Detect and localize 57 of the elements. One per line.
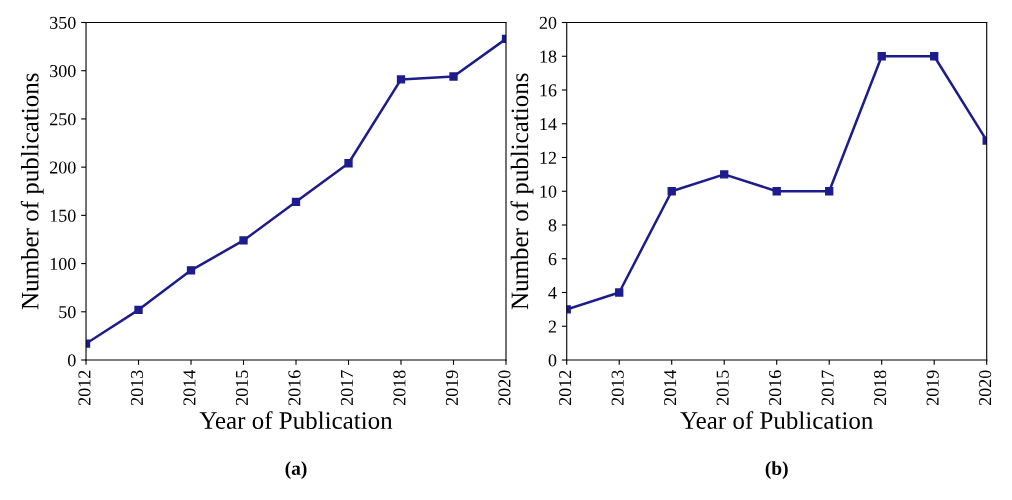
- y-tick-label: 18: [540, 50, 557, 63]
- x-tick-label: 2018: [874, 370, 887, 406]
- y-tick-label: 10: [540, 185, 557, 198]
- y-tick-label: 6: [548, 253, 557, 266]
- point: [720, 170, 729, 179]
- y-tick-label: 12: [540, 151, 556, 164]
- point: [344, 159, 353, 168]
- y-tick-label: 350: [50, 16, 76, 29]
- x-tick-label: 2015: [235, 370, 249, 406]
- point: [877, 52, 886, 61]
- point: [930, 52, 939, 61]
- y-tick-label: 250: [50, 113, 76, 126]
- point: [825, 187, 834, 196]
- x-tick-label: 2013: [611, 370, 624, 406]
- y-tick-label: 150: [50, 209, 76, 222]
- x-tick-label: 2017: [821, 370, 834, 406]
- x-tick-label: 2020: [498, 370, 511, 406]
- point: [134, 305, 143, 315]
- y-tick-label: 2: [548, 320, 556, 333]
- point: [667, 187, 676, 196]
- y-tick-label: 0: [548, 354, 557, 367]
- point: [772, 187, 781, 196]
- x-tick-label: 2019: [445, 370, 459, 406]
- point: [396, 75, 406, 84]
- y-tick-label: 100: [50, 257, 76, 271]
- x-tick-label: 2015: [716, 370, 729, 406]
- y-tick-label: 14: [540, 118, 557, 131]
- y-axis-title: Number of publications: [20, 73, 44, 310]
- x-tick-label: 2014: [183, 370, 196, 406]
- y-tick-label: 20: [539, 16, 557, 29]
- x-tick-label: 2019: [926, 370, 939, 406]
- x-tick-label: 2018: [393, 370, 406, 406]
- y-tick-label: 300: [50, 64, 76, 78]
- x-tick-label: 2016: [288, 370, 301, 406]
- y-tick-label: 4: [548, 286, 557, 299]
- x-axis-title: Year of Publication: [199, 411, 393, 429]
- x-tick-label: 2020: [979, 370, 992, 406]
- text: (a): [285, 461, 307, 479]
- point: [186, 266, 196, 275]
- y-axis-title: Number of publications: [510, 73, 534, 310]
- x-tick-label: 2017: [340, 370, 354, 406]
- point: [449, 72, 458, 81]
- point: [291, 197, 301, 207]
- y-tick-label: 16: [540, 84, 557, 97]
- x-tick-label: 2013: [130, 370, 144, 406]
- point: [239, 236, 248, 245]
- y-tick-label: 8: [548, 219, 557, 232]
- x-axis-title: Year of Publication: [680, 411, 873, 429]
- x-tick-label: 2012: [559, 370, 572, 406]
- text: (b): [765, 461, 788, 479]
- x-tick-label: 2014: [664, 370, 677, 406]
- y-tick-label: 0: [67, 354, 76, 367]
- y-tick-label: 200: [50, 161, 76, 174]
- x-tick-label: 2012: [78, 370, 91, 406]
- y-tick-label: 50: [59, 306, 76, 319]
- point: [615, 288, 624, 297]
- x-tick-label: 2016: [769, 370, 782, 406]
